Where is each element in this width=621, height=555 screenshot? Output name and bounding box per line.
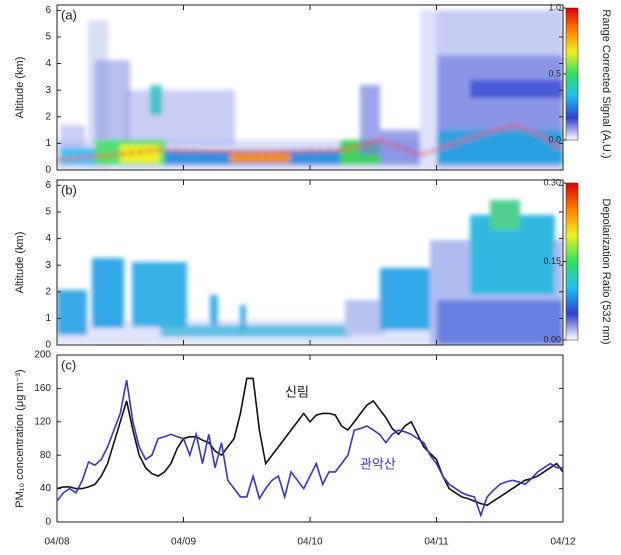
series-label: 관악산: [360, 456, 396, 471]
colorbar-tick-label: 0.5: [548, 68, 561, 78]
y-tick-label: 6: [45, 5, 51, 16]
y-tick-label: 3: [45, 85, 51, 96]
y-axis-title: Altitude (km): [14, 57, 26, 119]
depol-image: [57, 200, 563, 345]
y-tick-label: 4: [45, 58, 51, 69]
y-tick-label: 120: [34, 416, 51, 427]
y-tick-label: 4: [45, 233, 51, 244]
y-tick-label: 1: [45, 138, 51, 149]
x-tick-label: 04/08: [44, 537, 69, 548]
y-tick-label: 200: [34, 350, 51, 361]
x-tick-label: 04/09: [171, 537, 196, 548]
y-tick-label: 2: [45, 286, 51, 297]
panel-label: (a): [61, 7, 77, 22]
y-tick-label: 3: [45, 260, 51, 271]
colorbar-title: Range Corrected Signal (A.U.): [600, 9, 612, 158]
y-tick-label: 0: [45, 517, 51, 528]
y-tick-label: 160: [34, 383, 51, 394]
y-tick-label: 6: [45, 180, 51, 191]
panel-label: (c): [61, 357, 76, 372]
colorbar: [565, 7, 579, 141]
y-tick-label: 5: [45, 207, 51, 218]
colorbar: [565, 182, 579, 341]
colorbar-tick-label: 0.0: [548, 134, 561, 144]
colorbar-tick-label: 0.00: [543, 334, 561, 344]
signal-image: [57, 10, 563, 170]
y-tick-label: 5: [45, 32, 51, 43]
series-line: [56, 377, 564, 507]
x-tick-label: 04/12: [550, 537, 575, 548]
y-axis-title: PM₁₀ concentration (μg m⁻³): [14, 369, 26, 507]
colorbar-tick-label: 0.30: [543, 177, 561, 187]
x-tick-label: 04/10: [297, 537, 322, 548]
y-tick-label: 0: [45, 340, 51, 351]
y-tick-label: 0: [45, 165, 51, 176]
panel-label: (b): [61, 182, 77, 197]
colorbar-title: Depolarization Ratio (532 nm): [600, 198, 612, 344]
y-tick-label: 80: [40, 450, 52, 461]
colorbar-tick-label: 1.0: [548, 2, 561, 12]
y-axis-title: Altitude (km): [14, 232, 26, 294]
y-tick-label: 2: [45, 111, 51, 122]
series-label: 신림: [285, 384, 309, 399]
series-line: [56, 379, 563, 518]
colorbar-tick-label: 0.15: [543, 256, 561, 266]
x-tick-label: 04/11: [424, 537, 449, 548]
y-tick-label: 40: [40, 483, 52, 494]
y-tick-label: 1: [45, 313, 51, 324]
